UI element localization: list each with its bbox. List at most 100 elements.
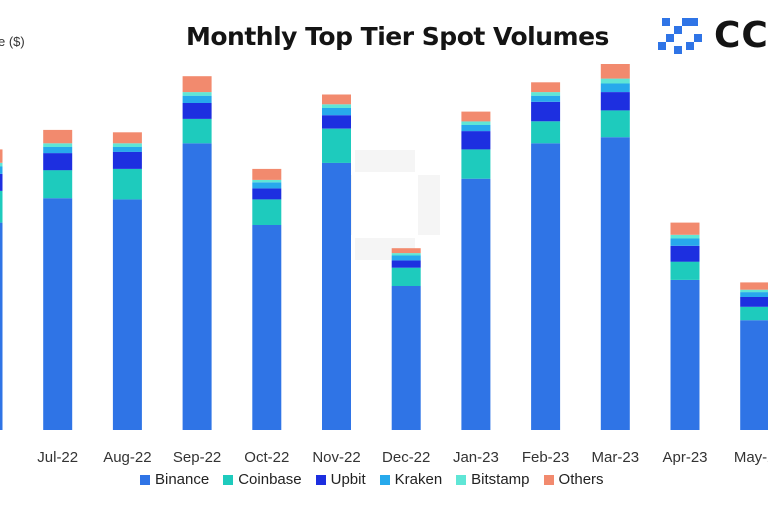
x-tick-label: Oct-22 (244, 449, 289, 466)
bar-binance-jan-23 (461, 178, 491, 430)
bar-coinbase-jan-23 (461, 149, 491, 179)
logo-text: CC (714, 15, 768, 56)
x-tick-label: Dec-22 (382, 449, 430, 466)
x-tick-label: Feb-23 (522, 449, 570, 466)
legend-label: Upbit (330, 471, 366, 488)
bar-upbit-jul-22 (43, 153, 73, 171)
bar-others-apr-23 (670, 222, 700, 235)
bar-upbit-jun-22 (0, 173, 3, 191)
bar-others-nov-22 (322, 94, 351, 105)
bar-others-aug-22 (112, 132, 142, 144)
legend-item-binance: Binance (140, 471, 209, 488)
legend-swatch (315, 474, 326, 485)
bar-kraken-jun-22 (0, 166, 3, 174)
bar-bitstamp-may-23 (740, 289, 768, 293)
bar-others-may-23 (740, 282, 768, 290)
bar-bitstamp-oct-22 (252, 179, 282, 183)
bar-coinbase-sep-22 (182, 118, 212, 144)
legend-item-bitstamp: Bitstamp (456, 471, 530, 488)
bar-coinbase-may-23 (740, 306, 768, 321)
x-tick-label: Mar-23 (592, 449, 640, 466)
bar-kraken-aug-22 (112, 147, 142, 152)
bar-others-dec-22 (391, 248, 421, 254)
bar-coinbase-nov-22 (322, 128, 351, 163)
bar-binance-jul-22 (43, 198, 73, 430)
bar-others-mar-23 (600, 64, 630, 79)
legend: Binance Coinbase Upbit Kraken Bitstamp Others (140, 471, 604, 488)
bar-upbit-nov-22 (322, 115, 351, 129)
x-tick-label: May-2 (734, 449, 768, 466)
bar-kraken-dec-22 (391, 255, 421, 261)
bar-coinbase-jun-22 (0, 190, 3, 223)
legend-swatch (140, 474, 150, 485)
legend-swatch (456, 474, 467, 485)
x-tick-label: Aug-22 (103, 449, 151, 466)
bar-upbit-mar-23 (600, 92, 630, 111)
x-tick-label: Apr-23 (662, 449, 707, 466)
bar-others-jun-22 (0, 149, 3, 163)
bar-bitstamp-jan-23 (461, 121, 491, 125)
bar-upbit-feb-23 (531, 101, 561, 122)
bar-coinbase-jul-22 (43, 170, 73, 199)
bar-coinbase-aug-22 (112, 168, 142, 200)
bar-kraken-nov-22 (322, 107, 351, 116)
bar-kraken-jul-22 (43, 147, 73, 154)
bar-coinbase-oct-22 (252, 199, 282, 225)
bar-kraken-mar-23 (600, 83, 630, 92)
bar-bitstamp-aug-22 (112, 143, 142, 147)
x-tick-label: Jan-23 (453, 449, 499, 466)
bar-bitstamp-feb-23 (531, 92, 561, 96)
bar-bitstamp-nov-22 (322, 104, 351, 108)
y-axis-label: e ($) (0, 34, 25, 49)
bar-binance-mar-23 (600, 137, 630, 430)
bar-kraken-sep-22 (182, 95, 212, 103)
legend-label: Bitstamp (471, 471, 530, 488)
bar-upbit-apr-23 (670, 245, 700, 262)
bar-others-jan-23 (461, 111, 491, 122)
bar-bitstamp-jun-22 (0, 162, 3, 167)
bar-others-oct-22 (252, 168, 282, 180)
bar-bitstamp-apr-23 (670, 234, 700, 239)
bar-kraken-jan-23 (461, 125, 491, 132)
chart-title: Monthly Top Tier Spot Volumes (186, 22, 609, 51)
bar-binance-may-23 (740, 320, 768, 430)
x-tick-label: Jul-22 (37, 449, 78, 466)
bar-kraken-may-23 (740, 292, 768, 297)
bar-binance-dec-22 (391, 286, 421, 430)
bar-others-feb-23 (531, 82, 561, 93)
bar-coinbase-feb-23 (531, 121, 561, 144)
bar-binance-nov-22 (322, 162, 351, 431)
bar-binance-oct-22 (252, 225, 282, 430)
bar-kraken-feb-23 (531, 95, 561, 102)
bar-coinbase-dec-22 (391, 267, 421, 286)
legend-swatch (543, 474, 554, 485)
bar-upbit-dec-22 (391, 260, 421, 268)
bar-upbit-oct-22 (252, 188, 282, 200)
x-tick-label: Nov-22 (312, 449, 360, 466)
legend-label: Binance (155, 471, 210, 488)
bar-upbit-sep-22 (182, 103, 212, 119)
bar-binance-apr-23 (670, 279, 700, 430)
legend-label: Others (558, 471, 604, 488)
bar-coinbase-mar-23 (600, 110, 630, 138)
bar-kraken-apr-23 (670, 238, 700, 246)
x-tick-label: Sep-22 (173, 449, 221, 466)
legend-item-kraken: Kraken (379, 471, 442, 488)
bar-bitstamp-jul-22 (43, 143, 73, 147)
bar-binance-jun-22 (0, 222, 3, 430)
bar-coinbase-apr-23 (670, 261, 700, 280)
bar-binance-feb-23 (531, 143, 561, 431)
bar-upbit-may-23 (740, 297, 768, 307)
bar-bitstamp-sep-22 (182, 92, 212, 96)
bar-others-sep-22 (182, 76, 212, 93)
bar-upbit-jan-23 (461, 131, 491, 150)
logo-icon (658, 18, 702, 54)
bar-others-jul-22 (43, 129, 73, 144)
plot-area: 22Jul-22Aug-22Sep-22Oct-22Nov-22Dec-22Ja… (0, 64, 768, 466)
bar-upbit-aug-22 (112, 151, 142, 169)
legend-swatch (223, 474, 234, 485)
legend-item-coinbase: Coinbase (223, 471, 302, 488)
bar-binance-aug-22 (112, 199, 142, 430)
bar-kraken-oct-22 (252, 182, 282, 189)
bar-bitstamp-mar-23 (600, 78, 630, 84)
